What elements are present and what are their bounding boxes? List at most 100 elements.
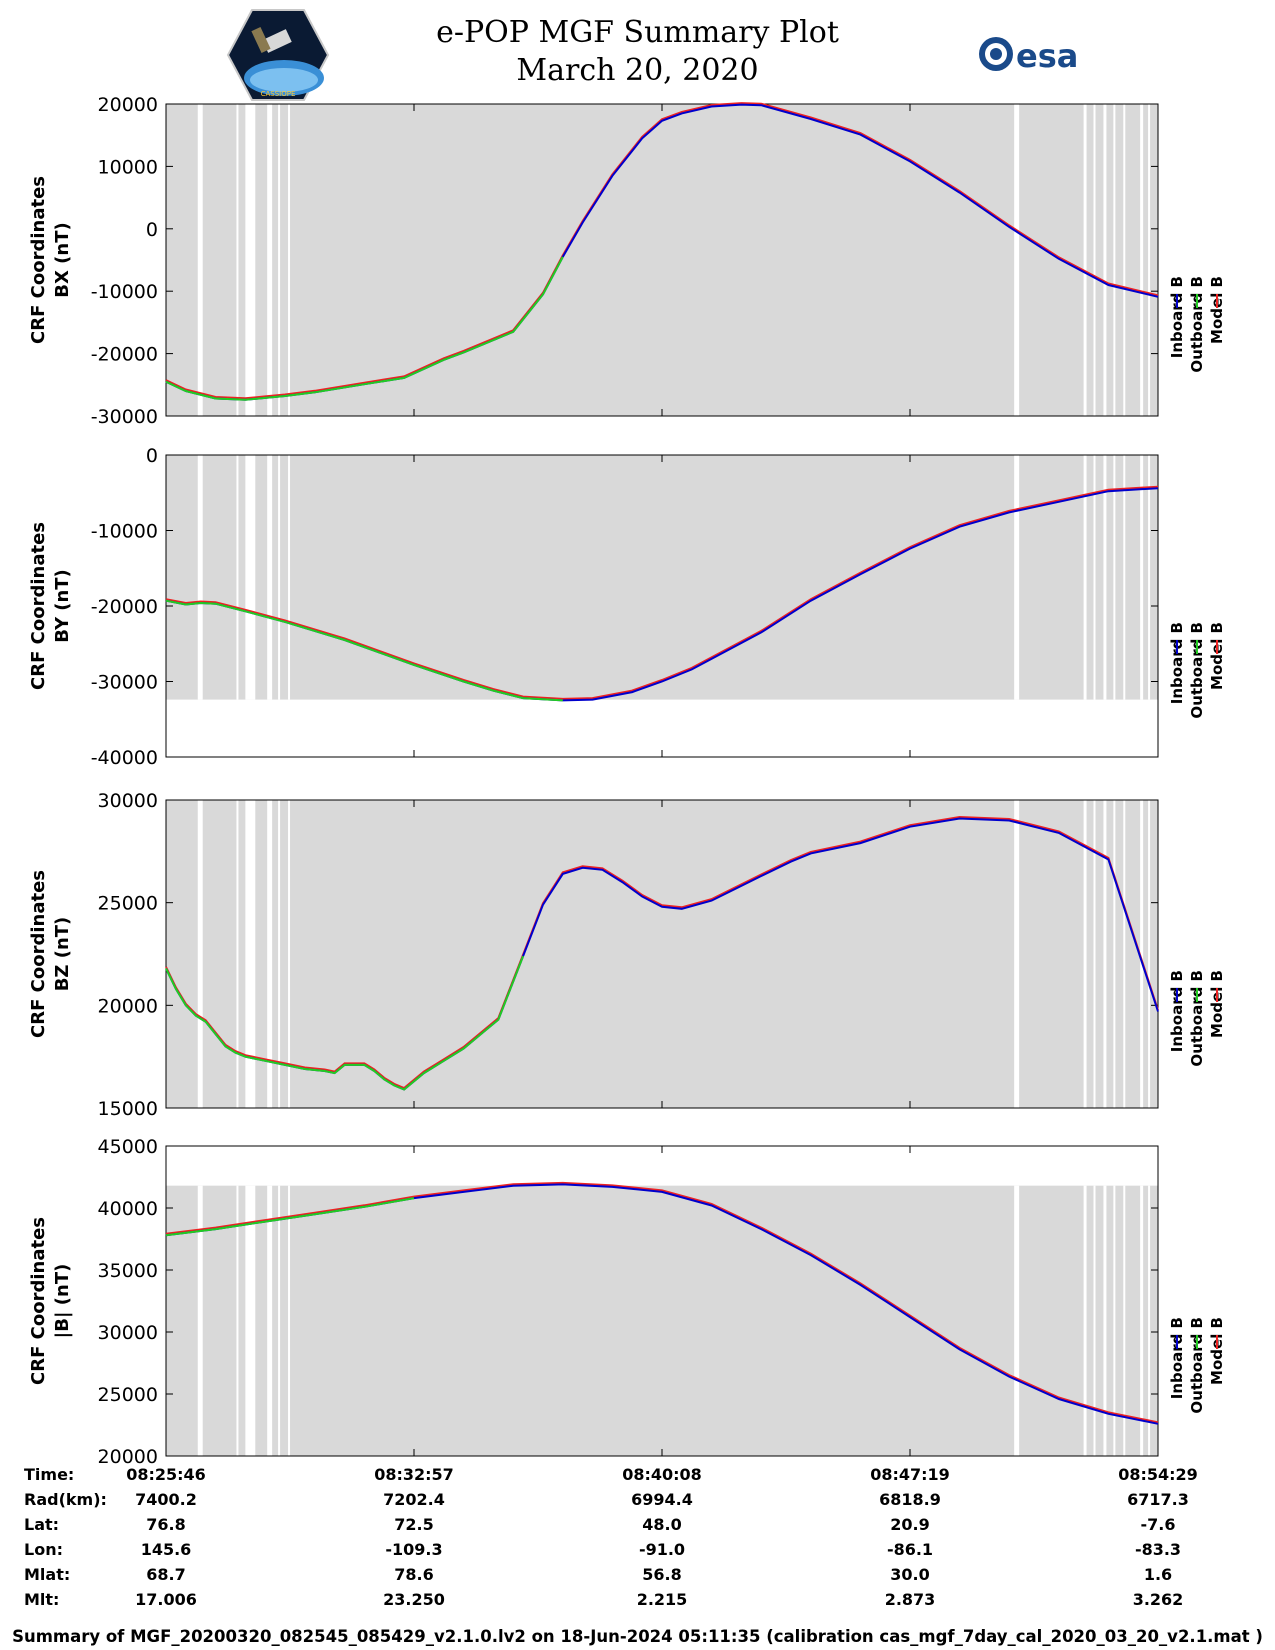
data-gap-band (1083, 1185, 1087, 1456)
data-gap-band (1093, 455, 1096, 700)
data-gap-band (278, 1185, 281, 1456)
data-gap-band (1103, 455, 1107, 700)
legend-label: Model B (1208, 622, 1226, 690)
model-b-line-by (165, 485, 1159, 700)
data-gap-band (1148, 1185, 1151, 1456)
ephemeris-value: 78.6 (394, 1565, 433, 1584)
data-gap-band (245, 1185, 256, 1456)
legend-label: Inboard B (1168, 1317, 1186, 1399)
y-tick-label: -40000 (91, 747, 158, 769)
data-gap-band (288, 455, 291, 700)
y-tick-label: 30000 (98, 1322, 158, 1344)
data-gap-band (1014, 104, 1020, 416)
y-axis-label-line2: BX (nT) (52, 222, 73, 297)
data-gap-band (1014, 455, 1020, 700)
y-tick-label: 15000 (98, 1098, 158, 1120)
data-gap-band (288, 104, 291, 416)
data-shading-bz (166, 800, 1158, 1108)
legend-label: Outboard B (1188, 1317, 1206, 1414)
cassiope-logo: CASSIOPE (226, 8, 330, 102)
ephemeris-value: 08:54:29 (1118, 1465, 1198, 1484)
ephemeris-value: 2.215 (637, 1590, 688, 1609)
ephemeris-value: 08:40:08 (622, 1465, 702, 1484)
legend-label: Inboard B (1168, 622, 1186, 704)
data-gap-band (288, 1185, 291, 1456)
data-shading-by (166, 455, 1158, 700)
outboard-b-line-by (165, 599, 563, 702)
data-gap-band (197, 455, 203, 700)
outboard-b-line-bmag (165, 1197, 415, 1237)
data-shading-bx (166, 104, 1158, 416)
model-b-line-bmag (165, 1181, 1159, 1424)
data-gap-band (1123, 455, 1126, 700)
data-gap-band (1113, 104, 1116, 416)
ephemeris-value: 23.250 (383, 1590, 445, 1609)
data-gap-band (1103, 800, 1107, 1108)
data-gap-band (1103, 104, 1107, 416)
ephemeris-row-label: Mlt: (24, 1590, 59, 1609)
y-tick-label: 25000 (98, 1384, 158, 1406)
data-gap-band (278, 800, 281, 1108)
data-gap-band (267, 455, 273, 700)
y-tick-label: -10000 (91, 281, 158, 303)
data-gap-band (1113, 455, 1116, 700)
data-gap-band (267, 104, 273, 416)
legend-label: Inboard B (1168, 970, 1186, 1052)
y-tick-label: 20000 (98, 1446, 158, 1468)
y-tick-label: 0 (146, 219, 158, 241)
ephemeris-value: 6994.4 (631, 1490, 693, 1509)
ephemeris-value: 2.873 (885, 1590, 936, 1609)
data-gap-band (1113, 1185, 1116, 1456)
title-block: e-POP MGF Summary Plot March 20, 2020 (0, 14, 1275, 90)
ephemeris-row-label: Lat: (24, 1515, 59, 1534)
ephemeris-value: -109.3 (385, 1540, 442, 1559)
ephemeris-value: -86.1 (887, 1540, 933, 1559)
y-tick-label: -20000 (91, 596, 158, 618)
y-tick-label: 10000 (98, 156, 158, 178)
model-b-line-bz (165, 815, 1159, 1090)
y-tick-label: -30000 (91, 406, 158, 428)
ephemeris-value: -7.6 (1141, 1515, 1176, 1534)
ephemeris-value: 7202.4 (383, 1490, 445, 1509)
y-axis-label-line2: |B| (nT) (52, 1264, 73, 1339)
footer-summary: Summary of MGF_20200320_082545_085429_v2… (12, 1627, 1263, 1646)
data-gap-band (267, 800, 273, 1108)
ephemeris-value: 76.8 (146, 1515, 185, 1534)
data-gap-band (1113, 800, 1116, 1108)
data-gap-band (1083, 800, 1087, 1108)
ephemeris-value: 6818.9 (879, 1490, 941, 1509)
ephemeris-value: 48.0 (642, 1515, 681, 1534)
cassiope-logo-text: CASSIOPE (261, 90, 296, 98)
page-title: e-POP MGF Summary Plot (436, 15, 839, 50)
ephemeris-value: 1.6 (1144, 1565, 1172, 1584)
data-gap-band (1093, 104, 1096, 416)
data-gap-band (1014, 800, 1020, 1108)
data-gap-band (1123, 1185, 1126, 1456)
ephemeris-value: 3.262 (1133, 1590, 1184, 1609)
legend-label: Model B (1208, 970, 1226, 1038)
ephemeris-value: 7400.2 (135, 1490, 197, 1509)
data-gap-band (267, 1185, 273, 1456)
data-gap-band (1103, 1185, 1107, 1456)
data-gap-band (1014, 1185, 1020, 1456)
y-tick-label: -20000 (91, 344, 158, 366)
data-gap-band (278, 104, 281, 416)
ephemeris-value: 08:32:57 (374, 1465, 454, 1484)
y-axis-label-line1: CRF Coordinates (28, 870, 49, 1038)
y-tick-label: 20000 (98, 94, 158, 116)
data-gap-band (236, 104, 239, 416)
y-tick-label: 20000 (98, 995, 158, 1017)
data-gap-band (288, 800, 291, 1108)
ephemeris-row-label: Lon: (24, 1540, 63, 1559)
outboard-b-line-bz (165, 955, 525, 1091)
data-gap-band (236, 800, 239, 1108)
data-gap-band (236, 1185, 239, 1456)
data-gap-band (1148, 455, 1151, 700)
data-gap-band (1148, 104, 1151, 416)
esa-logo-text: esa (1016, 37, 1078, 75)
legend-label: Inboard B (1168, 276, 1186, 358)
data-shading-bmag (166, 1185, 1158, 1456)
data-gap-band (1140, 104, 1144, 416)
data-gap-band (1123, 800, 1126, 1108)
